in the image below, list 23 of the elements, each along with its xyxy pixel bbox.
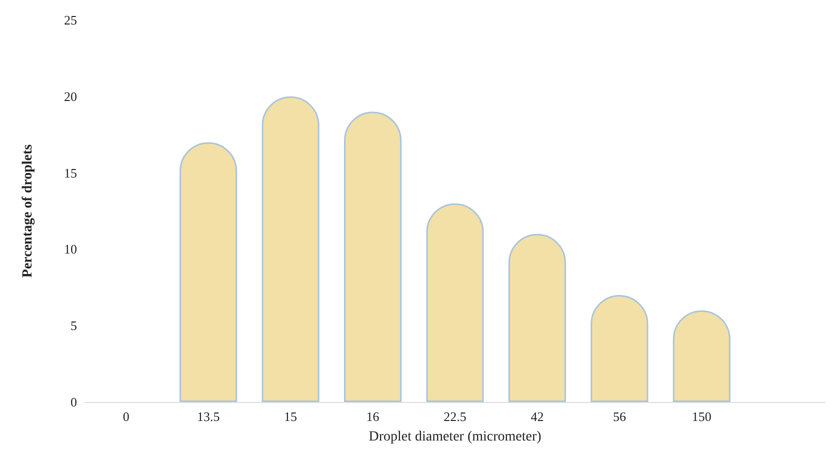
bar (426, 203, 484, 402)
x-tick-label: 150 (692, 409, 712, 424)
bar (672, 310, 730, 402)
x-tick-label: 42 (530, 409, 544, 424)
x-tick-label: 22.5 (444, 409, 466, 424)
x-axis-title: Droplet diameter (micrometer) (368, 430, 542, 444)
x-tick-label: 15 (284, 409, 298, 424)
y-tick-label: 15 (64, 165, 77, 180)
bar (262, 96, 320, 402)
bar (508, 234, 566, 402)
x-tick-label: 13.5 (196, 409, 220, 424)
bar (344, 112, 402, 402)
y-axis-title: Percentage of droplets (20, 144, 36, 278)
x-tick-label: 16 (366, 409, 380, 424)
y-tick-label: 25 (64, 12, 77, 28)
x-tick-label: 56 (612, 409, 626, 424)
x-tick-label: 0 (122, 409, 130, 424)
bar (590, 295, 648, 402)
bar (180, 142, 238, 402)
y-tick-label: 10 (64, 242, 77, 257)
y-tick-label: 0 (70, 394, 77, 410)
y-tick-label: 5 (70, 318, 77, 334)
y-tick-label: 20 (64, 88, 77, 104)
